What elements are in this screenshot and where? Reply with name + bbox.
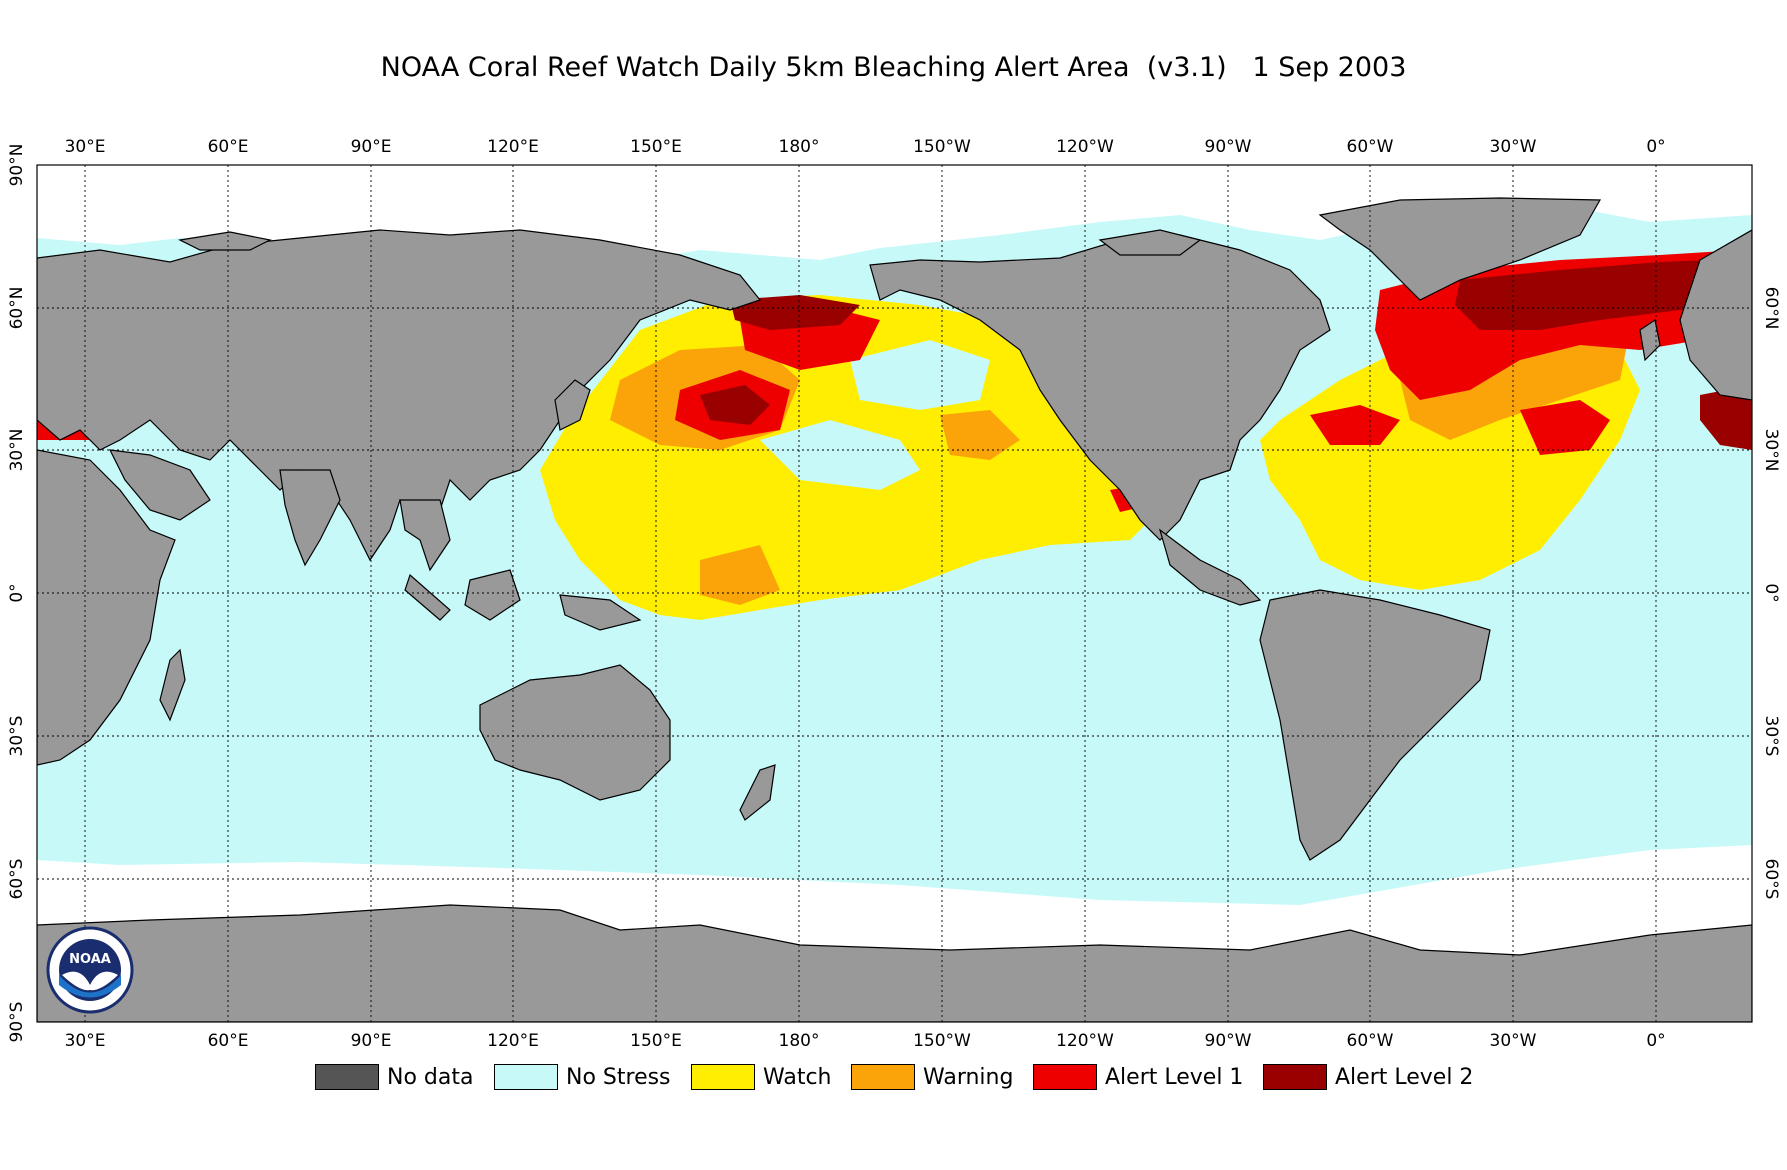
lon-label-bottom: 90°W (1205, 1031, 1252, 1051)
pacific-alert2 (700, 385, 770, 425)
lon-label-top: 0° (1646, 137, 1665, 157)
legend-item-alert-2: Alert Level 2 (1263, 1062, 1473, 1092)
noaa-gull-icon (62, 971, 118, 991)
lat-label-left: 30°N (7, 429, 27, 472)
legend-item-no-stress: No Stress (494, 1062, 671, 1092)
lat-label-right: 60°N (1761, 287, 1781, 330)
lon-label-bottom: 60°E (208, 1031, 249, 1051)
lat-labels-right: 60°N 30°N 0° 30°S 60°S (1761, 287, 1781, 900)
lat-label-right: 0° (1761, 583, 1781, 602)
legend-label-watch: Watch (763, 1064, 832, 1090)
legend-swatch-watch (691, 1064, 755, 1090)
legend-item-watch: Watch (691, 1062, 832, 1092)
lon-labels-top: 30°E 60°E 90°E 120°E 150°E 180° 150°W 12… (65, 137, 1666, 157)
map-frame (36, 164, 1753, 1023)
lon-label-bottom: 120°W (1056, 1031, 1114, 1051)
lat-label-left: 90°N (7, 144, 27, 187)
lon-label-top: 150°W (913, 137, 971, 157)
map-title: NOAA Coral Reef Watch Daily 5km Bleachin… (380, 52, 1407, 83)
lat-label-right: 60°S (1761, 859, 1781, 900)
noaa-logo-text: NOAA (69, 952, 111, 967)
legend-swatch-alert-1 (1033, 1064, 1097, 1090)
lat-label-left: 60°N (7, 287, 27, 330)
lat-label-right: 30°N (1761, 429, 1781, 472)
atlantic-alert1-3 (1520, 400, 1610, 455)
lon-label-bottom: 180° (779, 1031, 820, 1051)
legend-swatch-alert-2 (1263, 1064, 1327, 1090)
legend-swatch-no-data (315, 1064, 379, 1090)
legend-label-warning: Warning (923, 1064, 1014, 1090)
legend-label-no-data: No data (387, 1064, 474, 1090)
pacific-warning-3 (700, 545, 780, 605)
lat-label-left: 30°S (7, 716, 27, 757)
noaa-logo-wave (59, 975, 121, 998)
lon-label-top: 30°E (65, 137, 106, 157)
lon-label-top: 180° (779, 137, 820, 157)
bering-alert2 (730, 295, 860, 330)
graticule (37, 165, 1752, 1022)
land-masses (37, 197, 1752, 1022)
legend-item-warning: Warning (851, 1062, 1013, 1092)
lon-label-bottom: 150°W (913, 1031, 971, 1051)
pacific-nostress-patch (760, 420, 920, 490)
atlantic-alert2 (1455, 258, 1752, 330)
lon-label-bottom: 0° (1646, 1031, 1665, 1051)
lon-label-bottom: 30°W (1490, 1031, 1537, 1051)
noaa-logo-disc (59, 939, 121, 1001)
lon-label-bottom: 120°E (487, 1031, 539, 1051)
legend: No data No Stress Watch Warning Alert Le… (0, 1062, 1787, 1092)
lon-label-top: 120°W (1056, 137, 1114, 157)
lon-label-top: 60°W (1347, 137, 1394, 157)
lon-label-bottom: 90°E (351, 1031, 392, 1051)
lat-label-left: 0° (7, 583, 27, 602)
lon-label-bottom: 150°E (630, 1031, 682, 1051)
legend-swatch-no-stress (494, 1064, 558, 1090)
legend-label-alert-1: Alert Level 1 (1105, 1064, 1244, 1090)
pacific-warning-2 (940, 410, 1020, 460)
map-plot (37, 165, 1752, 1022)
lon-label-top: 90°W (1205, 137, 1252, 157)
lon-label-top: 90°E (351, 137, 392, 157)
legend-label-alert-2: Alert Level 2 (1335, 1064, 1474, 1090)
lon-label-bottom: 60°W (1347, 1031, 1394, 1051)
lon-labels-bottom: 30°E 60°E 90°E 120°E 150°E 180° 150°W 12… (65, 1031, 1666, 1051)
lon-label-top: 30°W (1490, 137, 1537, 157)
lon-label-top: 150°E (630, 137, 682, 157)
legend-label-no-stress: No Stress (566, 1064, 671, 1090)
lon-label-bottom: 30°E (65, 1031, 106, 1051)
lat-label-right: 30°S (1761, 716, 1781, 757)
lon-label-top: 120°E (487, 137, 539, 157)
noaa-logo: NOAA (46, 926, 134, 1014)
mediterranean-alert2 (1700, 385, 1752, 450)
atlantic-alert1-2 (1310, 405, 1400, 445)
lon-label-top: 60°E (208, 137, 249, 157)
lat-labels-left: 90°N 60°N 30°N 0° 30°S 60°S 90°S (7, 144, 27, 1043)
legend-item-alert-1: Alert Level 1 (1033, 1062, 1243, 1092)
lat-label-left: 90°S (7, 1002, 27, 1043)
lat-label-left: 60°S (7, 859, 27, 900)
legend-swatch-warning (851, 1064, 915, 1090)
legend-item-no-data: No data (315, 1062, 473, 1092)
pacific-nostress-patch-2 (850, 340, 990, 410)
